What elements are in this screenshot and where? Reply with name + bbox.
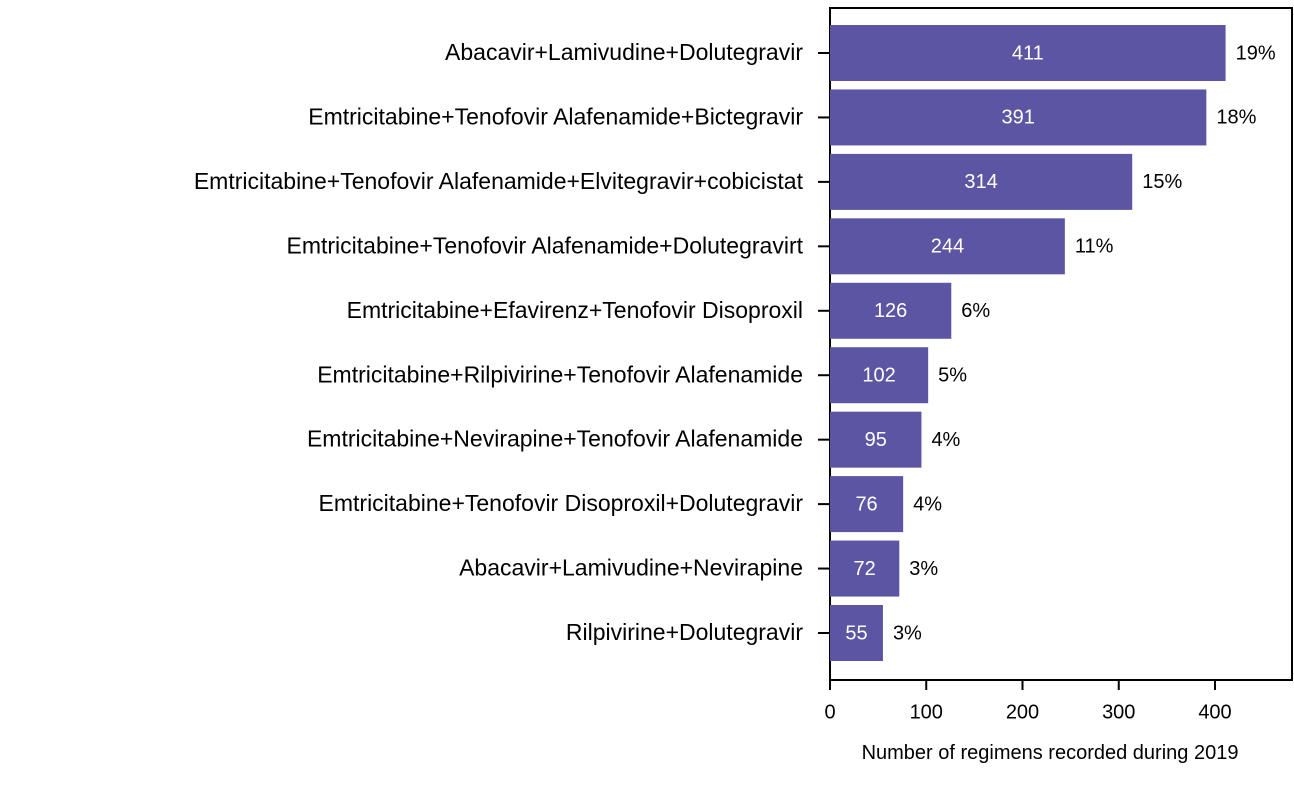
bar (830, 218, 1065, 275)
percent-label: 6% (961, 300, 990, 322)
value-label: 55 (845, 622, 867, 644)
y-tick-label: Abacavir+Lamivudine+Nevirapine (459, 555, 803, 581)
x-tick-label: 300 (1102, 701, 1135, 723)
x-tick-label: 400 (1198, 701, 1231, 723)
percent-label: 5% (938, 365, 967, 387)
percent-label: 18% (1216, 107, 1256, 129)
x-axis-label: Number of regimens recorded during 2019 (861, 742, 1239, 764)
percent-label: 3% (893, 622, 922, 644)
y-tick-label: Emtricitabine+Tenofovir Disoproxil+Dolut… (319, 490, 804, 516)
bar (830, 89, 1207, 146)
value-label: 72 (854, 558, 876, 580)
y-tick-label: Emtricitabine+Tenofovir Alafenamide+Bict… (308, 104, 803, 130)
value-label: 411 (1012, 42, 1044, 64)
percent-label: 15% (1142, 171, 1182, 193)
value-label: 95 (865, 429, 887, 451)
y-tick-label: Emtricitabine+Nevirapine+Tenofovir Alafe… (307, 426, 803, 452)
value-label: 102 (862, 365, 895, 387)
y-tick-label: Emtricitabine+Tenofovir Alafenamide+Elvi… (194, 168, 804, 194)
y-tick-label: Rilpivirine+Dolutegravir (566, 619, 803, 645)
y-tick-label: Emtricitabine+Rilpivirine+Tenofovir Alaf… (317, 361, 803, 387)
bar (830, 347, 929, 404)
x-tick-label: 200 (1006, 701, 1039, 723)
value-label: 76 (855, 493, 877, 515)
value-label: 126 (874, 300, 907, 322)
x-tick-label: 0 (824, 701, 835, 723)
bar (830, 605, 883, 661)
y-tick-label: Abacavir+Lamivudine+Dolutegravir (445, 39, 803, 65)
value-label: 391 (1001, 107, 1034, 129)
bar (830, 153, 1133, 210)
bar (830, 25, 1226, 81)
value-label: 314 (964, 171, 997, 193)
x-tick-label: 100 (910, 701, 943, 723)
y-tick-label: Emtricitabine+Tenofovir Alafenamide+Dolu… (287, 232, 804, 258)
bar (830, 411, 922, 468)
bar (830, 476, 904, 533)
percent-label: 4% (931, 429, 960, 451)
bar (830, 540, 900, 597)
plot-frame (829, 7, 1293, 681)
percent-label: 4% (913, 493, 942, 515)
y-tick-label: Emtricitabine+Efavirenz+Tenofovir Disopr… (347, 297, 803, 323)
percent-label: 3% (909, 558, 938, 580)
percent-label: 11% (1075, 236, 1114, 258)
percent-label: 19% (1236, 42, 1276, 64)
bar (830, 282, 952, 339)
value-label: 244 (931, 236, 964, 258)
